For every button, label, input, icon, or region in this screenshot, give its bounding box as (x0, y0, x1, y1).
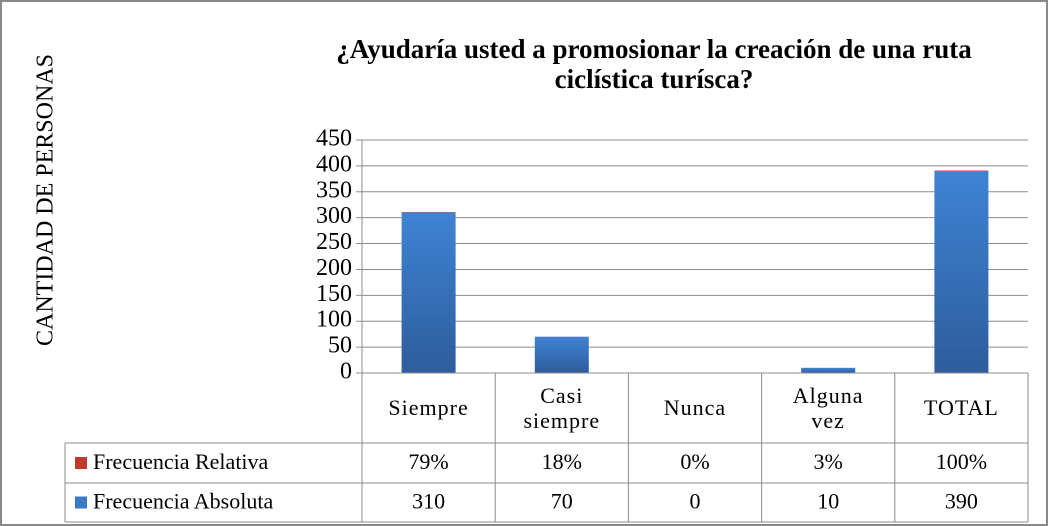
x-tick-label: Siempre (388, 395, 469, 421)
x-tick-label-box: Nunca (663, 395, 727, 421)
table-value: 3% (814, 449, 843, 474)
y-tick-label: 0 (340, 359, 352, 385)
y-tick-label: 250 (316, 229, 352, 255)
x-tick-label: TOTAL (923, 395, 999, 421)
table-value: 100% (936, 449, 987, 474)
title-box: ¿Ayudaría usted a promosionar la creació… (336, 34, 972, 94)
table-value: 310 (412, 489, 445, 514)
y-tick-label: 400 (316, 151, 352, 177)
table-value: 10 (817, 489, 839, 514)
legend-swatch (75, 457, 87, 469)
bar (801, 367, 856, 373)
chart-title: ¿Ayudaría usted a promosionar la creació… (336, 34, 972, 94)
table-value: 18% (542, 449, 582, 474)
x-tick-label-box: Alguna vez (792, 382, 864, 433)
y-tick-label: 450 (316, 126, 352, 152)
x-tick-label: Alguna vez (792, 382, 864, 433)
table-value: 79% (408, 449, 448, 474)
y-tick-label: 300 (316, 203, 352, 229)
y-axis-label: CANTIDAD DE PERSONAS (33, 54, 59, 346)
table-value: 0% (680, 449, 709, 474)
legend-label: Frecuencia Relativa (93, 449, 269, 474)
y-tick-label: 50 (328, 333, 352, 359)
x-tick-label: Casi siempre (523, 382, 601, 433)
y-tick-label: 200 (316, 255, 352, 281)
y-tick-label: 350 (316, 177, 352, 203)
table-value: 70 (551, 489, 573, 514)
y-tick-label: 100 (316, 307, 352, 333)
x-tick-label-box: Casi siempre (523, 382, 601, 433)
table-value: 0 (690, 489, 701, 514)
x-tick-label: Nunca (663, 395, 727, 421)
bar (401, 212, 456, 373)
bar (534, 336, 589, 373)
bar (934, 171, 989, 373)
x-tick-label-box: Siempre (388, 395, 469, 421)
x-tick-label-box: TOTAL (923, 395, 999, 421)
legend-swatch (75, 496, 87, 509)
bar (934, 170, 989, 172)
y-tick-label: 150 (316, 281, 352, 307)
legend-label: Frecuencia Absoluta (93, 489, 273, 514)
table-value: 390 (945, 489, 978, 514)
